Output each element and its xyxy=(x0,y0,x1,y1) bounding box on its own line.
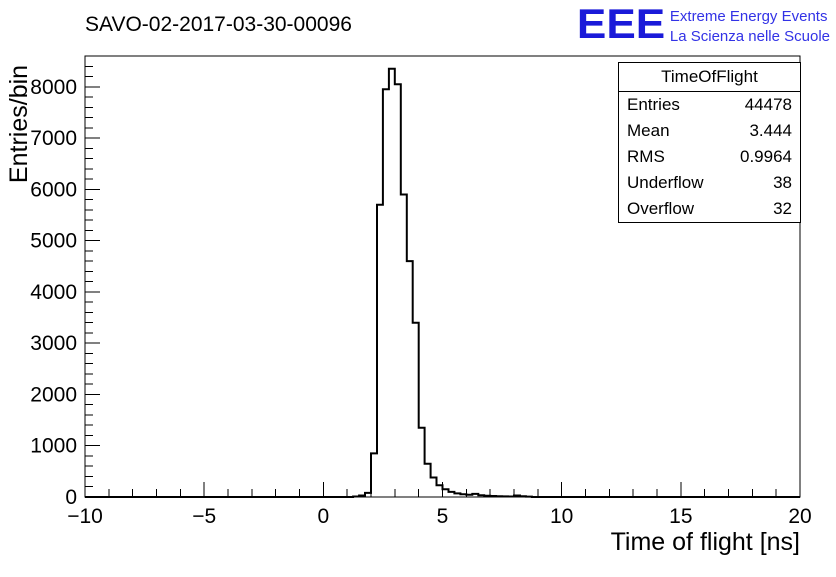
svg-text:−5: −5 xyxy=(192,505,216,528)
eee-logo: EEE Extreme Energy Events La Scienza nel… xyxy=(576,0,830,47)
stats-label: Entries xyxy=(627,95,680,114)
stats-row-mean: Mean 3.444 xyxy=(619,118,800,144)
svg-text:−10: −10 xyxy=(67,505,103,528)
stats-row-underflow: Underflow 38 xyxy=(619,170,800,196)
svg-text:1000: 1000 xyxy=(30,435,77,458)
svg-text:5: 5 xyxy=(437,505,449,528)
eee-logo-line1: Extreme Energy Events xyxy=(669,8,828,25)
stats-box-title: TimeOfFlight xyxy=(619,63,800,92)
svg-text:7000: 7000 xyxy=(30,127,77,150)
svg-text:3000: 3000 xyxy=(30,332,77,355)
svg-text:Entries/bin: Entries/bin xyxy=(5,65,33,183)
stats-label: Overflow xyxy=(627,199,695,218)
stats-value: 3.444 xyxy=(749,121,792,140)
stats-row-rms: RMS 0.9964 xyxy=(619,144,800,170)
stats-box: TimeOfFlight Entries 44478 Mean 3.444 RM… xyxy=(618,62,801,223)
svg-text:0: 0 xyxy=(317,505,329,528)
svg-text:15: 15 xyxy=(669,505,692,528)
stats-value: 32 xyxy=(773,199,792,218)
svg-text:8000: 8000 xyxy=(30,76,77,99)
stats-value: 38 xyxy=(773,173,792,192)
svg-text:Time of flight [ns]: Time of flight [ns] xyxy=(611,528,800,556)
stats-label: RMS xyxy=(627,147,665,166)
stats-row-overflow: Overflow 32 xyxy=(619,196,800,222)
svg-text:4000: 4000 xyxy=(30,281,77,304)
svg-text:10: 10 xyxy=(550,505,573,528)
eee-logo-letters: EEE xyxy=(576,0,665,47)
svg-text:0: 0 xyxy=(65,486,77,509)
svg-text:5000: 5000 xyxy=(30,230,77,253)
svg-text:20: 20 xyxy=(788,505,811,528)
stats-label: Underflow xyxy=(627,173,704,192)
svg-text:6000: 6000 xyxy=(30,178,77,201)
eee-logo-line2: La Scienza nelle Scuole xyxy=(669,27,830,45)
eee-logo-text: Extreme Energy Events La Scienza nelle S… xyxy=(670,4,830,46)
plot-title: SAVO-02-2017-03-30-00096 xyxy=(85,13,352,36)
svg-text:2000: 2000 xyxy=(30,383,77,406)
stats-value: 0.9964 xyxy=(740,147,792,166)
stats-row-entries: Entries 44478 xyxy=(619,92,800,118)
stats-label: Mean xyxy=(627,121,670,140)
stats-value: 44478 xyxy=(744,95,792,114)
